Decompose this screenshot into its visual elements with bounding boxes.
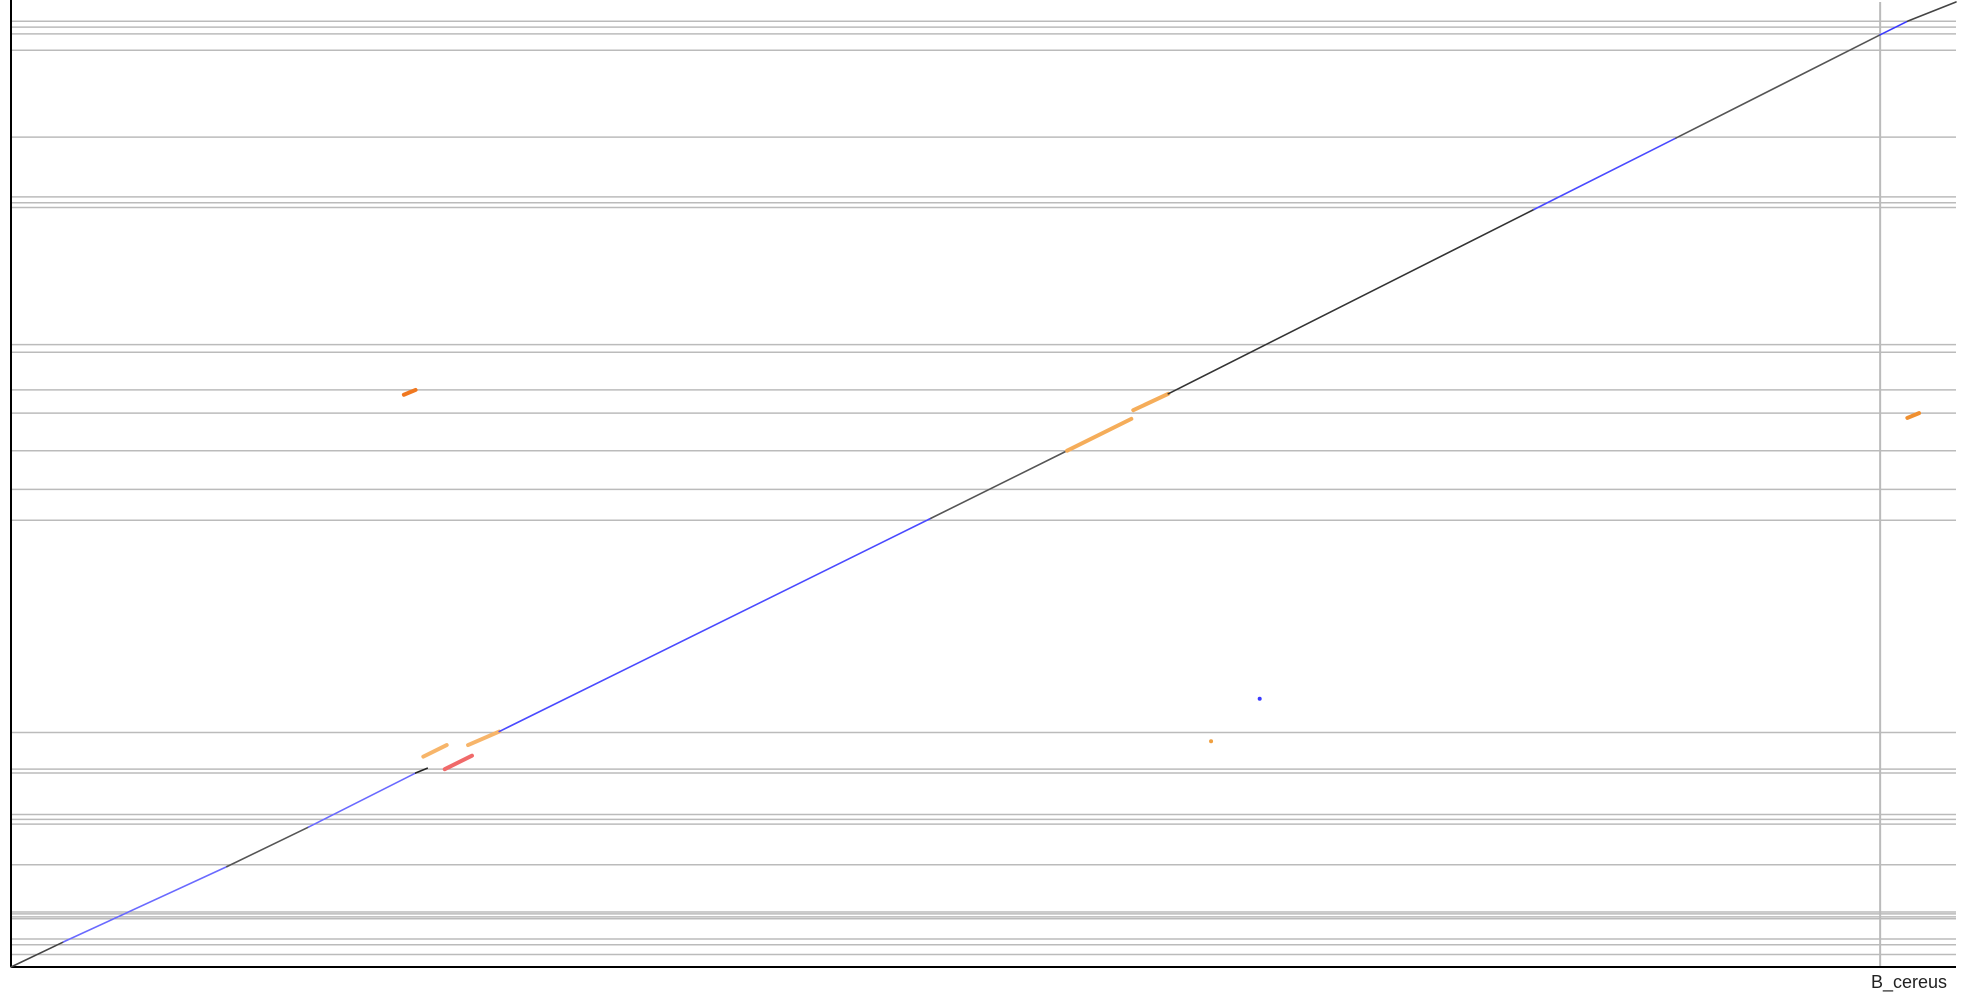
alignment-segment <box>1167 208 1535 395</box>
alignment-segment <box>466 729 502 748</box>
alignment-segment <box>442 753 474 772</box>
alignment-segment <box>1905 411 1922 420</box>
alignment-segment <box>1065 416 1134 453</box>
alignment-segment <box>226 826 310 868</box>
x-axis-label: B_cereus <box>1871 972 1947 993</box>
alignment-segment <box>62 865 228 943</box>
alignment-segment <box>1675 34 1881 139</box>
alignment-segment <box>1533 137 1677 211</box>
alignment-segment <box>1906 1 1957 23</box>
alignment-segment <box>498 517 932 733</box>
alignment-segment <box>10 941 65 968</box>
alignment-dot <box>1257 696 1262 701</box>
alignment-segment <box>414 767 429 774</box>
alignment-segment <box>401 387 418 397</box>
alignment-segment <box>421 743 449 759</box>
alignment-segment <box>307 772 417 828</box>
alignment-segment <box>1131 391 1171 413</box>
alignment-dot <box>1209 739 1214 744</box>
alignment-segment <box>1879 20 1909 36</box>
alignment-segment <box>930 449 1068 520</box>
